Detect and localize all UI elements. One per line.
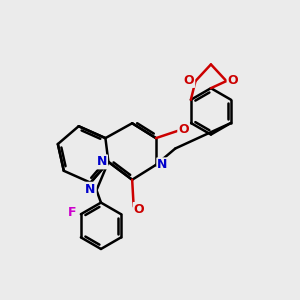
Text: O: O xyxy=(184,74,194,87)
Text: O: O xyxy=(134,203,144,216)
Text: O: O xyxy=(228,74,238,87)
Text: N: N xyxy=(157,158,168,171)
Text: N: N xyxy=(85,183,96,196)
Text: F: F xyxy=(68,206,77,219)
Text: O: O xyxy=(178,123,189,136)
Text: N: N xyxy=(97,155,107,168)
